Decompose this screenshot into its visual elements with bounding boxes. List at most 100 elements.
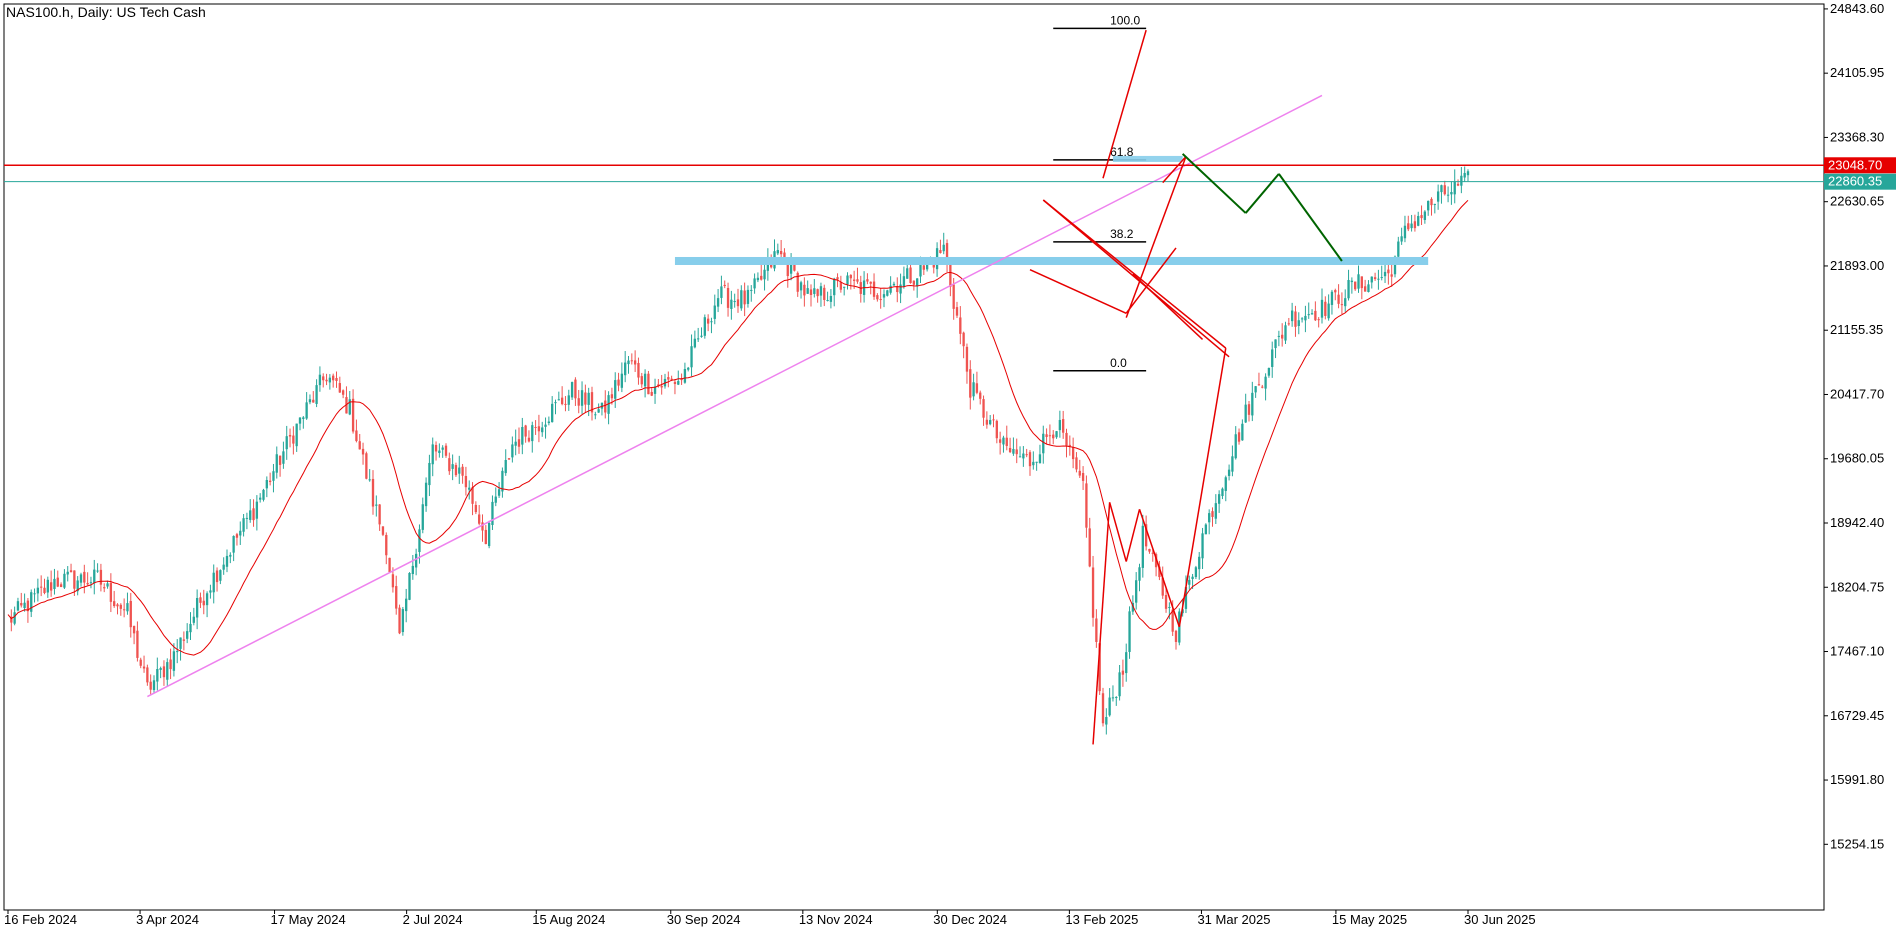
candle-body [1045,434,1048,437]
candle-body [229,554,232,557]
candle-body [468,487,471,490]
candle-body [975,383,979,393]
candle-body [355,430,358,442]
candle-body [570,382,574,398]
wedge-line [1162,155,1187,184]
candle-body [703,317,706,336]
candle-body [395,586,398,609]
candle-body [1081,473,1085,481]
candle-body [103,587,106,589]
candle-body [285,436,288,450]
candle-body [633,360,637,365]
candle-body [1294,311,1297,327]
candle-body [1247,404,1251,415]
candle-body [683,369,687,383]
flag-line [1125,247,1177,314]
candle-body [1035,461,1038,463]
candle-body [1048,435,1052,437]
candle-body [136,630,139,658]
candle-body [882,294,886,298]
candle-body [26,600,30,612]
candle-body [1168,606,1171,608]
candle-body [232,536,235,553]
candle-body [517,439,521,447]
candle-body [341,390,345,395]
candle-body [587,392,590,405]
candle-body [1400,236,1403,242]
candle-body [292,435,295,444]
candle-body [813,288,816,294]
candle-body [378,504,381,525]
candle-body [554,402,557,404]
candle-body [1151,552,1154,554]
candle-body [507,458,511,460]
x-tick-label: 30 Sep 2024 [667,912,741,927]
candle-body [1413,221,1417,229]
candle-body [786,260,789,277]
candle-body [245,517,249,519]
candle-body [647,373,650,395]
candle-body [1025,454,1028,456]
candle-body [1334,290,1337,293]
flag-line [1029,269,1127,314]
candle-body [789,262,793,274]
flag-line [1132,273,1204,340]
candle-body [53,578,56,589]
candle-body [713,305,716,319]
candle-body [20,603,23,606]
candle-body [852,279,856,281]
candle-body [1237,432,1241,442]
candle-body [766,259,770,271]
candle-body [551,403,554,423]
candle-body [79,574,83,583]
chart-title: NAS100.h, Daily: US Tech Cash [6,4,206,20]
candle-body [322,376,325,381]
candle-body [743,290,746,305]
candle-body [418,529,421,553]
candle-body [617,379,620,386]
candle-body [1078,470,1081,476]
candle-body [1420,215,1423,219]
candle-body [494,496,497,503]
pattern-line [1125,509,1141,562]
candle-body [876,295,879,300]
candle-body [351,398,355,432]
candle-body [332,375,335,381]
candle-body [1284,325,1287,341]
candle-body [381,526,385,535]
candle-body [1178,611,1181,643]
projection-line [1278,173,1343,262]
candle-body [829,295,833,302]
candle-body [458,467,461,474]
candle-body [1383,271,1387,277]
candle-body [677,381,680,385]
candle-body [521,426,524,445]
projection-line [1244,173,1280,214]
candle-body [448,458,451,472]
candle-body [179,637,182,649]
candle-body [497,489,501,496]
candle-body [159,668,162,670]
candle-body [484,529,487,545]
candle-body [1320,299,1324,318]
candle-body [288,434,292,437]
candle-body [368,479,371,481]
candle-body [627,360,630,365]
candle-body [899,284,902,294]
candle-body [577,398,580,406]
candle-body [142,666,146,669]
candle-body [438,450,441,453]
candle-body [624,362,627,376]
pattern-line [1108,502,1127,562]
candle-body [10,616,13,623]
candle-body [504,460,507,474]
candle-body [1071,447,1075,460]
candle-body [1125,652,1128,674]
candle-body [298,417,302,424]
candle-body [1032,461,1035,466]
pattern-line [1138,509,1181,628]
candle-body [1314,310,1317,321]
candle-body [650,391,653,396]
